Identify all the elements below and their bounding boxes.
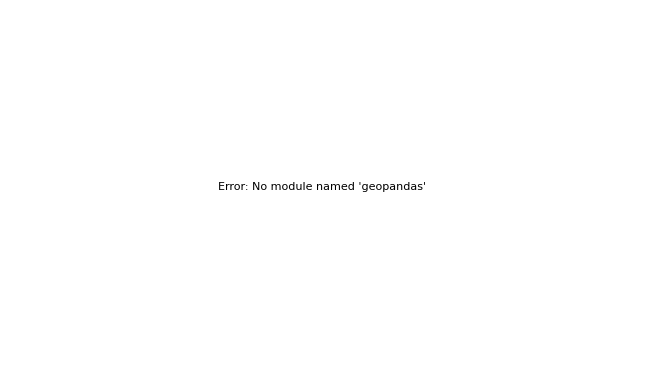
Text: Error: No module named 'geopandas': Error: No module named 'geopandas': [219, 182, 426, 191]
